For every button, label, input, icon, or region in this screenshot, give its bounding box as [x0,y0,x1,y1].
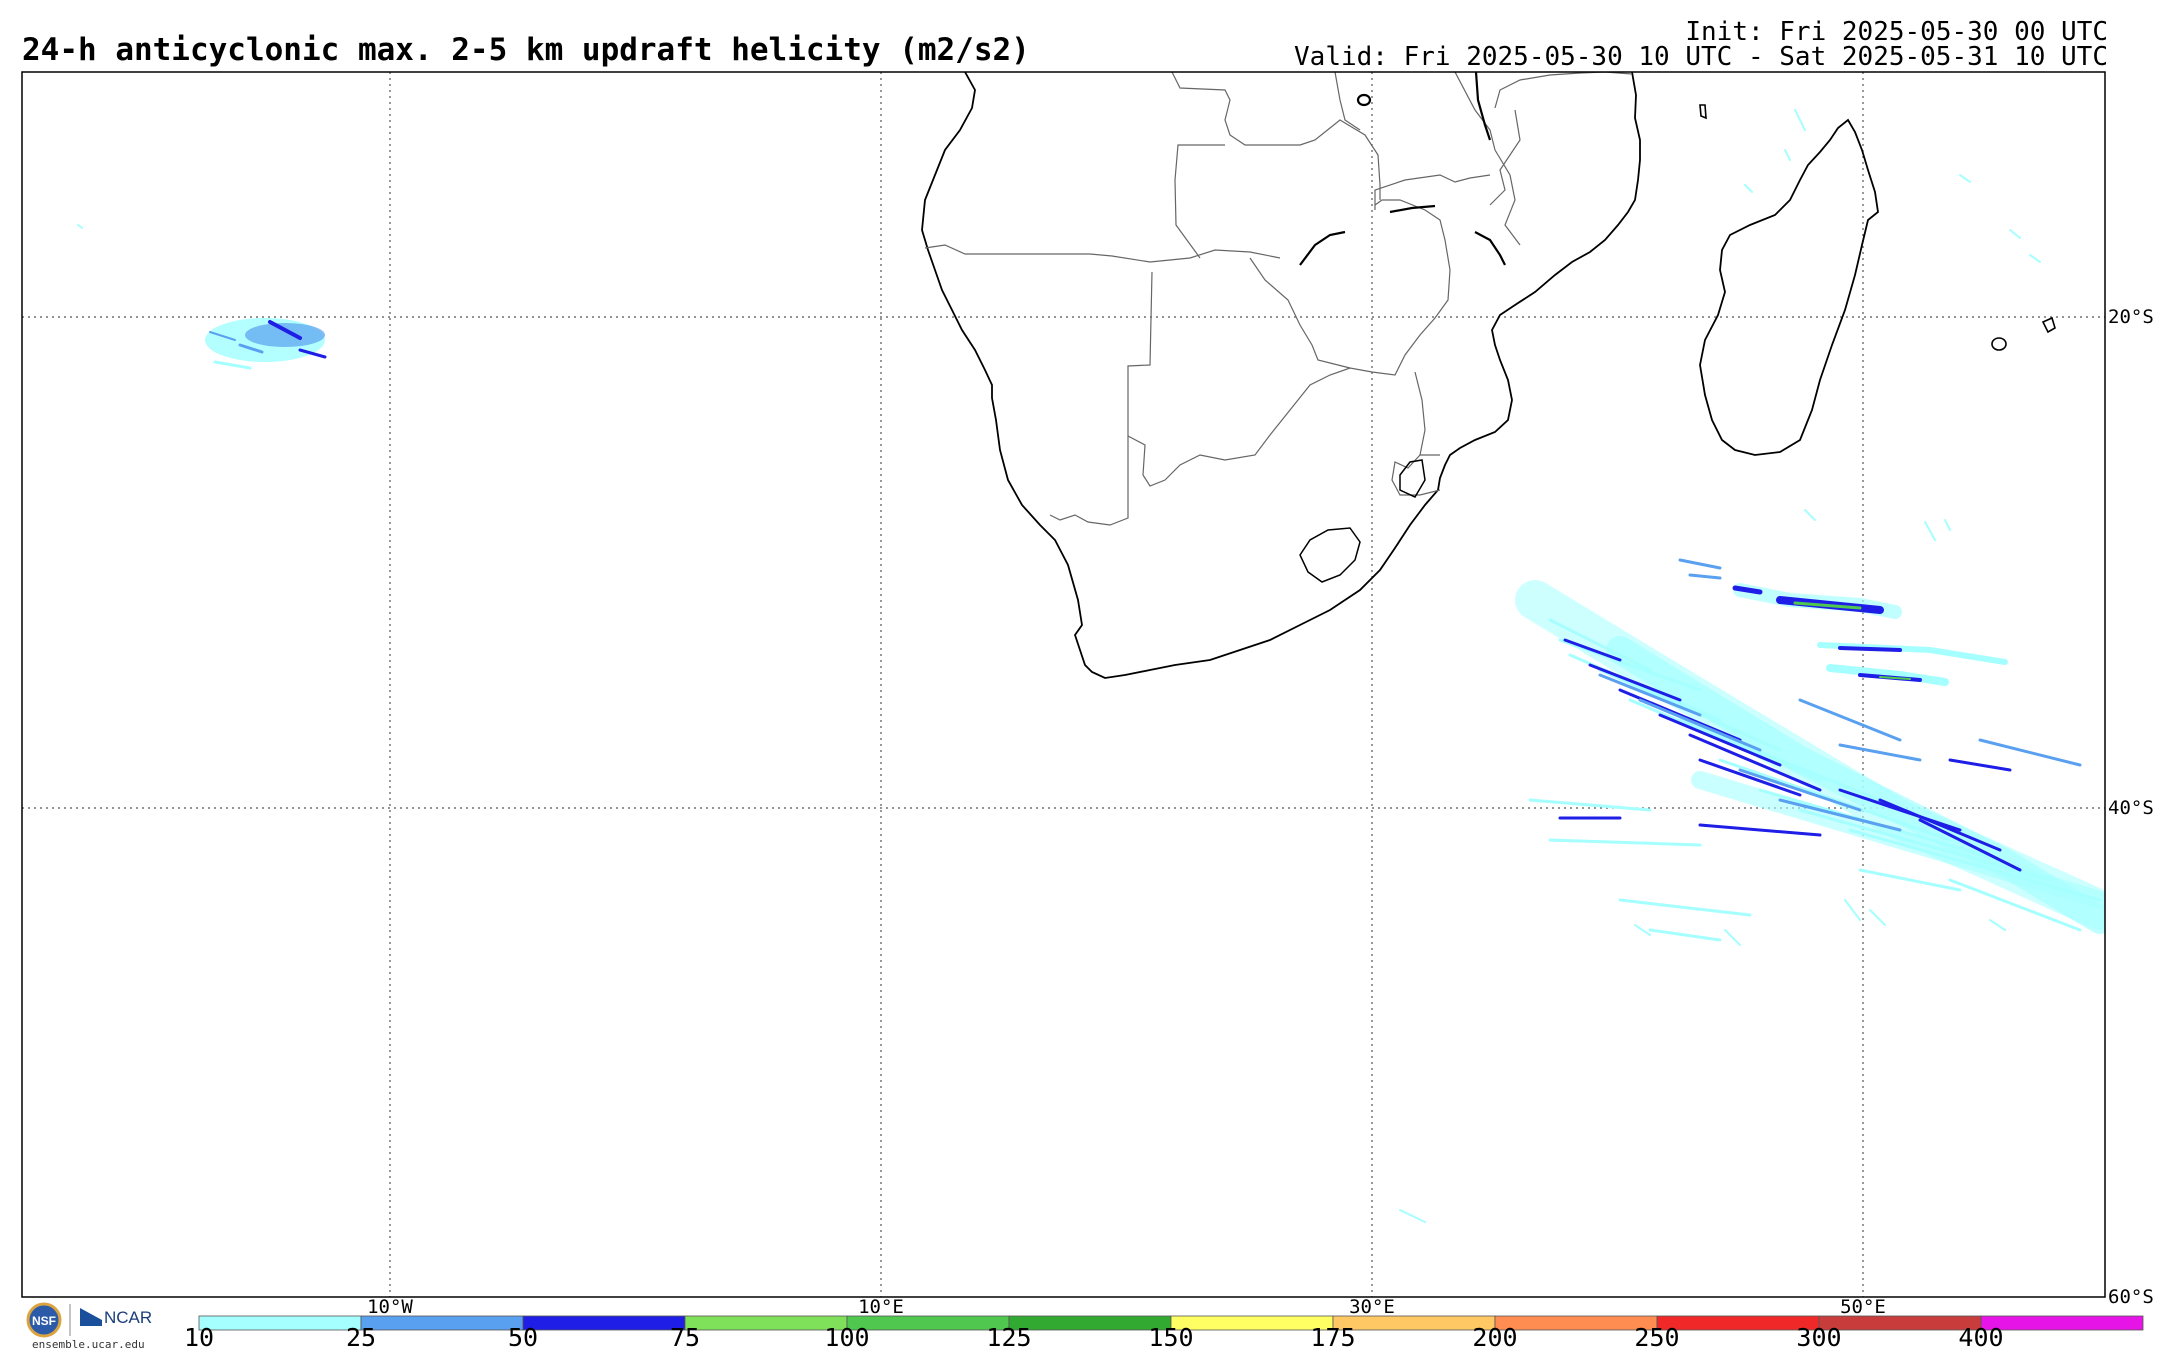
swath-medium [1598,673,2082,832]
swath-northeast [1678,558,2008,686]
colorbar-tick-label: 100 [824,1323,869,1352]
colorbar-tick-label: 125 [986,1323,1031,1352]
lat-label-20s: 20°S [2108,306,2154,328]
lesotho-border [1299,527,1361,583]
colorbar: 10 25 50 75 100 125 150 175 200 250 300 400 [184,1315,2144,1352]
lon-label-50e: 50°E [1840,1296,1886,1318]
init-time: Init: Fri 2025-05-30 00 UTC [1685,17,2108,47]
colorbar-swatch [1494,1315,1658,1331]
colorbar-tick-label: 175 [1310,1323,1355,1352]
lon-labels: 10°W 10°E 30°E 50°E [367,1296,1886,1318]
lat-label-40s: 40°S [2108,797,2154,819]
lat-labels: 20°S 40°S 60°S [2108,306,2154,1308]
colorbar-swatch [1818,1315,1982,1331]
lakes [1299,72,1506,266]
colorbar-tick-label: 300 [1796,1323,1841,1352]
valid-time: Valid: Fri 2025-05-30 10 UTC - Sat 2025-… [1294,42,2108,72]
colorbar-tick-label: 50 [508,1323,538,1352]
colorbar-swatch [198,1315,362,1331]
time-info: Init: Fri 2025-05-30 00 UTC Valid: Fri 2… [1294,17,2108,72]
swath-specks [77,109,2041,1223]
colorbar-tick-label: 10 [184,1323,214,1352]
swath-core [1558,638,2022,872]
ncar-logo-text: NCAR [104,1308,153,1327]
nsf-logo-text: NSF [32,1314,56,1328]
swath-southern-ocean [1515,580,2105,942]
madagascar-coastline [1699,118,1879,456]
colorbar-swatch [846,1315,1010,1331]
nsf-logo: NSF [26,1302,71,1338]
helicity-swaths [77,109,2105,1223]
lon-label-10e: 10°E [858,1296,904,1318]
colorbar-swatch [684,1315,848,1331]
colorbar-tick-label: 75 [670,1323,700,1352]
ncar-logo-icon [80,1308,102,1326]
colorbar-tick-label: 150 [1148,1323,1193,1352]
colorbar-swatch [1332,1315,1496,1331]
colorbar-swatch [522,1315,686,1331]
eswatini-border [1399,459,1426,498]
lon-label-30e: 30°E [1349,1296,1395,1318]
colorbar-swatch [1980,1315,2144,1331]
colorbar-tick-label: 250 [1634,1323,1679,1352]
chart-title: 24-h anticyclonic max. 2-5 km updraft he… [22,32,1030,68]
africa-coastline [921,72,1641,679]
lon-label-10w: 10°W [367,1296,413,1318]
graticule [22,72,2105,1297]
colorbar-swatch [1008,1315,1172,1331]
colorbar-tick-label: 25 [346,1323,376,1352]
islands [1699,104,2056,351]
colorbar-swatch [1170,1315,1334,1331]
site-url: ensemble.ucar.edu [32,1338,145,1351]
colorbar-swatch [1656,1315,1820,1331]
map-frame [21,71,2106,1298]
colorbar-swatch [360,1315,524,1331]
lat-label-60s: 60°S [2108,1286,2154,1308]
swath-west-atlantic [205,318,327,370]
colorbar-tick-label: 200 [1472,1323,1517,1352]
colorbar-tick-label: 400 [1958,1323,2003,1352]
